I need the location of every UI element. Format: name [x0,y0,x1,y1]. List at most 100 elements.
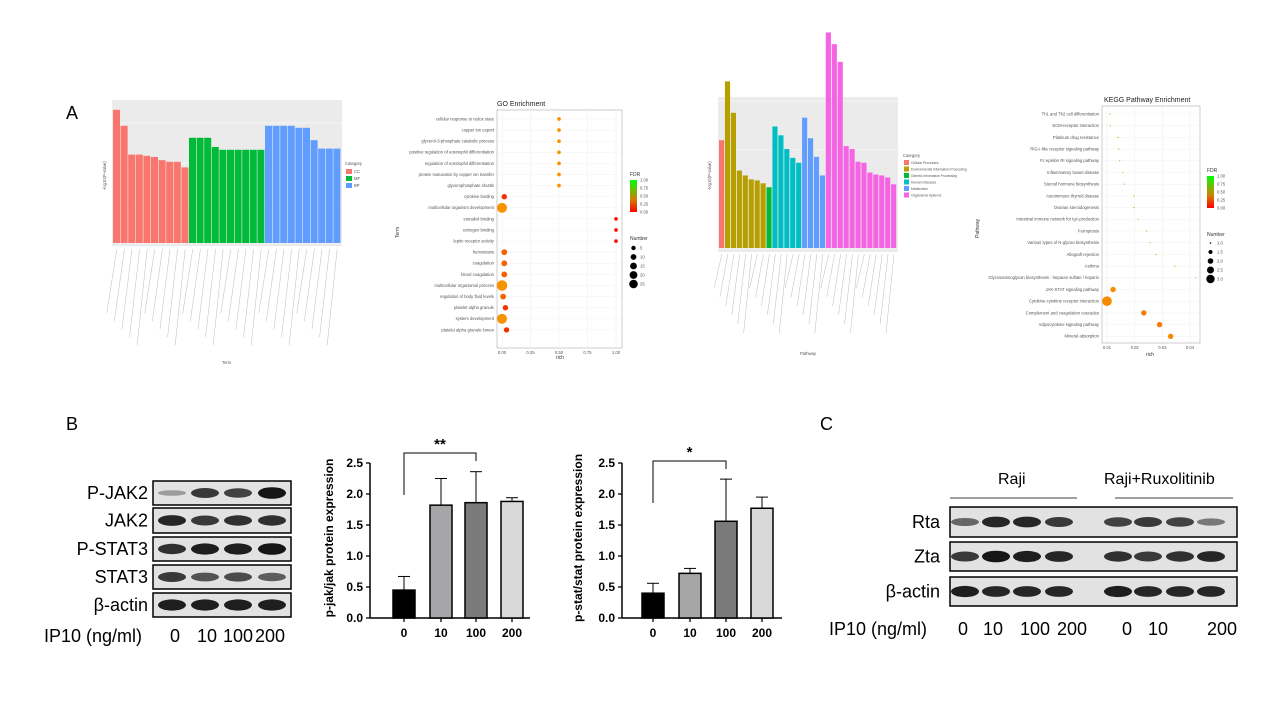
term-label: hemostasis [473,250,494,255]
dose-label: 10 [983,619,1003,639]
data-point [557,150,561,155]
x-tick-label-mark [796,253,806,307]
bar-cc [143,155,151,243]
term-label: cytokine binding [464,194,495,199]
bar-bp [287,125,295,243]
go-bar-legend-title: Category [345,161,363,166]
dose-label: 200 [1057,619,1087,639]
legend-entry: Organismal Systems [911,194,942,198]
blot-band [1045,586,1073,597]
y-tick-label: 1.5 [598,518,615,532]
x-tick-label-mark [856,253,865,289]
blot-row-label: P-JAK2 [87,483,148,503]
fdr-tick-label: 0.75 [1217,182,1226,187]
x-tick-label-mark [743,253,752,334]
bar [500,500,524,619]
x-tick-label: 0.25 [526,350,535,355]
bar [885,177,891,248]
blot-band [1104,585,1132,598]
data-point [614,217,618,221]
number-legend-dot [1209,242,1212,244]
x-tick-label-mark [767,253,776,316]
x-tick-label-mark [205,248,216,338]
pstat-bar-chart: p-stat/stat protein expression 0.0 0.5 1.0… [571,444,782,640]
blot-row-label: JAK2 [105,511,148,531]
data-point [503,327,510,333]
number-legend-dot [1208,250,1213,254]
blot-band [1166,586,1194,597]
bar [766,187,772,248]
number-legend-label: 1.5 [1217,250,1223,255]
x-tick-label-mark [258,248,270,314]
blot-band [258,572,286,582]
x-tick-label-mark [713,253,723,289]
blot-band [191,599,219,611]
bar [714,520,738,619]
go-bar-legend-bp: BP [354,183,360,188]
blot-band [158,543,186,555]
bar-cc [181,167,189,243]
x-tick-label-mark [273,248,285,330]
bar-mf [234,149,242,243]
blot-band [982,586,1010,597]
x-tick-label-mark [761,253,770,307]
blot-row-label: P-STAT3 [77,539,148,559]
x-tick-label: 0.75 [583,350,592,355]
x-tick-label-mark [719,253,729,298]
blot-band [1013,516,1041,528]
blot-c-group-raji: Raji [998,471,1026,488]
number-legend-dot [1206,274,1215,284]
y-tick-label: 1.0 [346,549,363,563]
fdr-tick-label: 0.25 [640,202,649,207]
term-label: ECM-receptor interaction [1052,123,1099,128]
legend-entry: Metabolism [911,187,928,191]
bar [849,149,855,248]
term-label: Cytokine-cytokine receptor interaction [1029,299,1100,304]
go-dot-fdr-title: FDR [630,172,641,178]
kegg-dot-xlabel: rich [1146,352,1154,358]
number-legend-dot [629,279,638,289]
bar-bp [265,125,272,243]
data-point [1137,218,1139,220]
x-tick-label-mark [879,253,889,325]
go-bar-chart: -log10(P-value) Term Category CC MF BP [102,100,363,365]
data-point [557,139,561,144]
bar [754,180,760,248]
x-tick-label-mark [220,248,232,314]
term-label: Fc epsilon RI signaling pathway [1040,158,1100,163]
blot-band [224,599,252,611]
x-tick-label: 100 [466,626,486,640]
data-point [497,202,507,213]
term-label: Platinum drug resistance [1053,135,1100,140]
data-point [501,260,508,267]
blot-c-group-ruxolitinib: Raji+Ruxolitinib [1104,471,1215,488]
x-tick-label-mark [106,248,118,314]
x-tick-label: 200 [752,626,772,640]
fdr-tick-label: 1.00 [640,178,649,183]
x-tick-label-mark [228,248,239,322]
term-label: multicellular organismal process [434,283,494,288]
blot-band [158,599,186,611]
x-tick-label-mark [844,253,853,325]
dose-label: 0 [170,626,180,646]
x-tick-label: 0.02 [1131,345,1140,350]
blot-band [258,543,286,555]
blot-band [224,543,252,555]
bar-bp [295,127,303,243]
bar-cc [113,109,120,243]
bar-bp [310,140,318,243]
blot-band [258,599,286,611]
bar-bp [325,148,333,243]
bar-bp [303,127,310,243]
x-tick-label: 0.50 [555,350,564,355]
x-tick-label-mark [121,248,133,330]
x-tick-label-mark [182,248,194,314]
blot-band [951,551,979,562]
y-tick-label: 2.5 [346,456,363,470]
bar-mf [227,149,234,243]
data-point [501,271,508,278]
data-point [1119,160,1121,162]
y-tick-label: 1.5 [346,518,363,532]
dose-label: 200 [255,626,285,646]
bar [772,126,778,248]
